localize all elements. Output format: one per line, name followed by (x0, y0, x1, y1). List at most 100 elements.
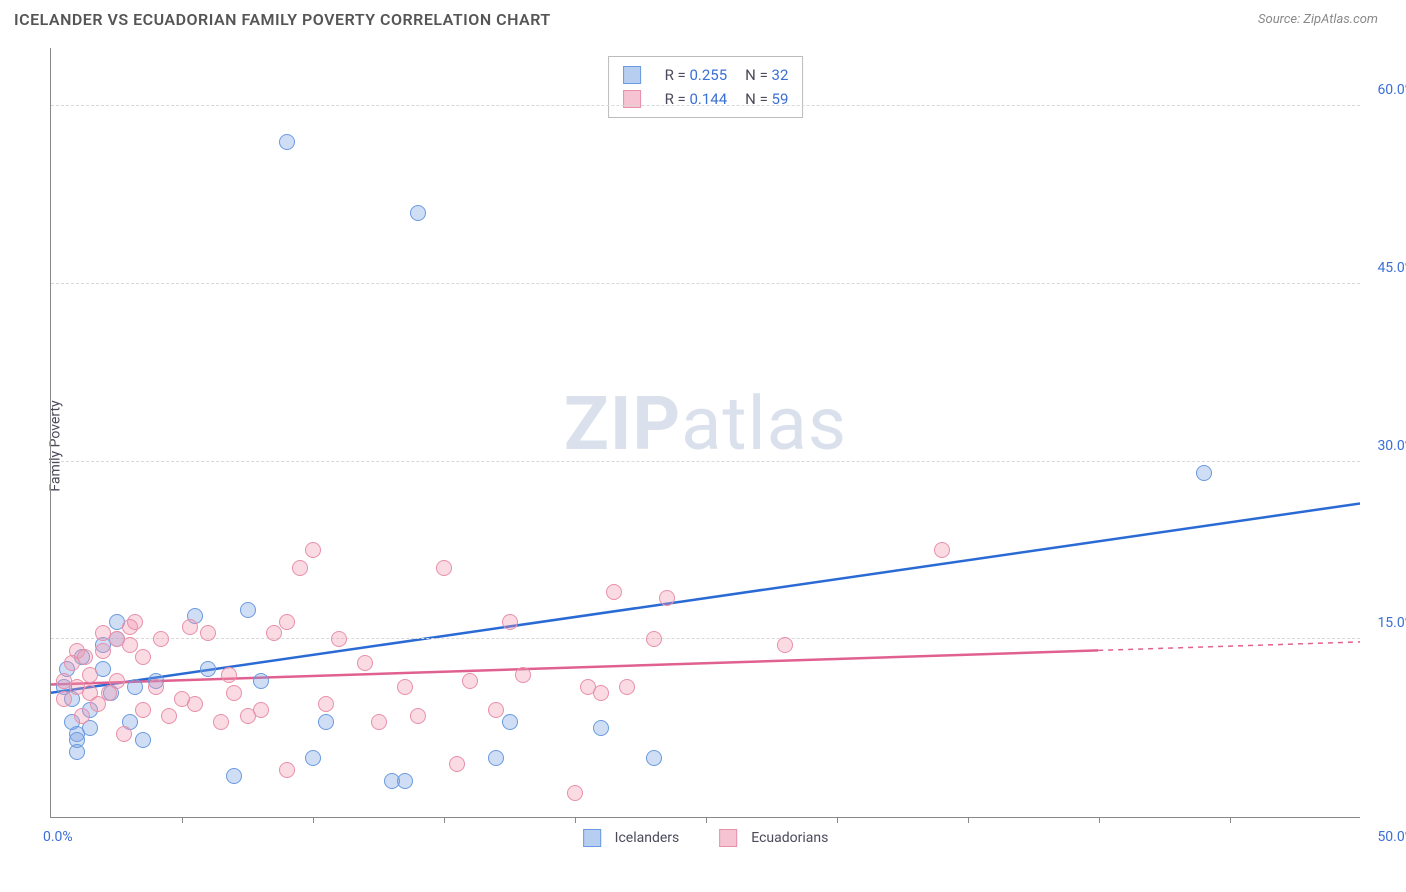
x-tick (313, 817, 314, 823)
gridline (51, 105, 1360, 106)
scatter-point-ecuadorians (410, 708, 426, 724)
gridline (51, 283, 1360, 284)
scatter-point-ecuadorians (934, 542, 950, 558)
scatter-point-ecuadorians (515, 667, 531, 683)
x-tick (575, 817, 576, 823)
stats-row-icelanders: R = 0.255N = 32 (623, 63, 789, 87)
scatter-point-ecuadorians (135, 649, 151, 665)
correlation-stats-box: R = 0.255N = 32R = 0.144N = 59 (608, 56, 804, 118)
y-tick-label: 60.0% (1377, 82, 1406, 98)
scatter-point-ecuadorians (253, 702, 269, 718)
scatter-point-ecuadorians (593, 685, 609, 701)
scatter-point-icelanders (240, 602, 256, 618)
legend-item-icelanders: Icelanders (583, 829, 680, 847)
scatter-point-ecuadorians (135, 702, 151, 718)
legend-bottom: Icelanders Ecuadorians (583, 829, 829, 847)
scatter-point-ecuadorians (397, 679, 413, 695)
scatter-point-icelanders (397, 773, 413, 789)
x-axis-max-label: 50.0% (1377, 829, 1406, 845)
x-tick (444, 817, 445, 823)
scatter-point-ecuadorians (331, 631, 347, 647)
scatter-point-ecuadorians (357, 655, 373, 671)
scatter-point-ecuadorians (619, 679, 635, 695)
chart-plot-area: ZIPatlas R = 0.255N = 32R = 0.144N = 59 … (50, 48, 1360, 818)
chart-title: ICELANDER VS ECUADORIAN FAMILY POVERTY C… (14, 10, 551, 29)
y-tick-label: 15.0% (1377, 615, 1406, 631)
scatter-point-ecuadorians (116, 726, 132, 742)
x-tick (1099, 817, 1100, 823)
scatter-point-ecuadorians (462, 673, 478, 689)
scatter-point-ecuadorians (436, 560, 452, 576)
scatter-point-ecuadorians (74, 708, 90, 724)
scatter-point-icelanders (69, 744, 85, 760)
stats-row-ecuadorians: R = 0.144 N = 59 (623, 87, 789, 111)
x-tick (837, 817, 838, 823)
x-tick (706, 817, 707, 823)
scatter-point-ecuadorians (127, 614, 143, 630)
scatter-point-ecuadorians (161, 708, 177, 724)
scatter-point-icelanders (127, 679, 143, 695)
gridline (51, 461, 1360, 462)
scatter-point-ecuadorians (279, 762, 295, 778)
n-label: N = 59 (745, 87, 788, 111)
scatter-point-ecuadorians (318, 696, 334, 712)
scatter-point-ecuadorians (77, 649, 93, 665)
scatter-point-ecuadorians (777, 637, 793, 653)
watermark: ZIPatlas (564, 380, 847, 467)
scatter-point-ecuadorians (187, 696, 203, 712)
scatter-point-ecuadorians (153, 631, 169, 647)
y-tick-label: 45.0% (1377, 260, 1406, 276)
scatter-point-icelanders (593, 720, 609, 736)
gridline (51, 638, 1360, 639)
scatter-point-ecuadorians (449, 756, 465, 772)
legend-item-ecuadorians: Ecuadorians (719, 829, 828, 847)
scatter-point-ecuadorians (659, 590, 675, 606)
scatter-point-icelanders (1196, 465, 1212, 481)
x-tick (1230, 817, 1231, 823)
scatter-point-ecuadorians (56, 691, 72, 707)
trendline-icelanders (51, 503, 1360, 692)
scatter-point-ecuadorians (226, 685, 242, 701)
n-label: N = 32 (745, 63, 788, 87)
scatter-point-ecuadorians (109, 673, 125, 689)
scatter-point-icelanders (226, 768, 242, 784)
swatch-ecuadorians (719, 829, 737, 847)
x-tick (182, 817, 183, 823)
scatter-point-ecuadorians (95, 643, 111, 659)
scatter-point-icelanders (318, 714, 334, 730)
scatter-point-icelanders (646, 750, 662, 766)
x-axis-min-label: 0.0% (43, 829, 73, 845)
swatch-icelanders (623, 66, 641, 84)
scatter-point-ecuadorians (213, 714, 229, 730)
scatter-point-ecuadorians (279, 614, 295, 630)
scatter-point-icelanders (279, 134, 295, 150)
scatter-point-ecuadorians (371, 714, 387, 730)
n-value: 32 (772, 66, 789, 84)
scatter-point-ecuadorians (606, 584, 622, 600)
r-label: R = 0.144 (665, 87, 728, 111)
scatter-point-ecuadorians (82, 667, 98, 683)
trendline-ecuadorians-extrapolated (1098, 642, 1360, 651)
scatter-point-ecuadorians (567, 785, 583, 801)
scatter-point-icelanders (305, 750, 321, 766)
source-label: Source: ZipAtlas.com (1258, 12, 1378, 27)
y-tick-label: 30.0% (1377, 438, 1406, 454)
scatter-point-ecuadorians (182, 619, 198, 635)
scatter-point-ecuadorians (502, 614, 518, 630)
scatter-point-icelanders (253, 673, 269, 689)
scatter-point-ecuadorians (266, 625, 282, 641)
scatter-point-ecuadorians (292, 560, 308, 576)
legend-label: Icelanders (615, 830, 680, 846)
r-value: 0.255 (689, 66, 727, 84)
scatter-point-icelanders (410, 205, 426, 221)
scatter-point-ecuadorians (305, 542, 321, 558)
scatter-point-icelanders (200, 661, 216, 677)
scatter-point-icelanders (488, 750, 504, 766)
swatch-icelanders (583, 829, 601, 847)
scatter-point-icelanders (502, 714, 518, 730)
scatter-point-icelanders (135, 732, 151, 748)
scatter-point-ecuadorians (488, 702, 504, 718)
legend-label: Ecuadorians (751, 830, 828, 846)
scatter-point-ecuadorians (200, 625, 216, 641)
trend-lines (51, 48, 1360, 817)
